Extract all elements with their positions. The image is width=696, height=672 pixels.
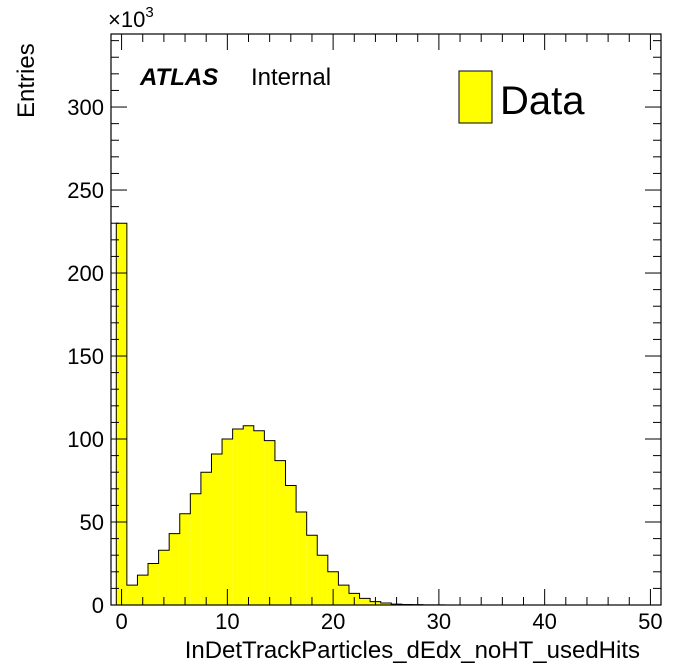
histogram-bin [190, 493, 201, 605]
atlas-label: ATLAS [139, 64, 218, 91]
y-tick-labels: 0 50 100 150 200 250 300 [67, 95, 104, 618]
x-tick-labels: 0 10 20 30 40 50 [115, 609, 662, 634]
x-tick-label: 10 [215, 609, 239, 634]
histogram-bin [222, 439, 233, 605]
histogram-bin [211, 453, 223, 605]
histogram-bin [243, 425, 254, 605]
histogram-bin [200, 472, 212, 605]
x-tick-label: 50 [638, 609, 662, 634]
x-tick-label: 40 [532, 609, 556, 634]
histogram-bin [116, 223, 127, 605]
x-tick-label: 0 [115, 609, 127, 634]
histogram-bin [253, 430, 265, 605]
y-axis-title: Entries [13, 43, 40, 118]
x-tick-label: 20 [321, 609, 345, 634]
histogram-bars [116, 223, 445, 605]
y-tick-label: 300 [67, 95, 104, 120]
y-tick-label: 250 [67, 178, 104, 203]
histogram-bin [137, 575, 149, 605]
histogram-bin [306, 535, 318, 605]
legend-entry-data: Data [500, 79, 585, 123]
histogram-bin [317, 555, 328, 605]
axis-ticks [111, 34, 661, 606]
x-tick-label: 30 [427, 609, 451, 634]
y-multiplier-label: ×103 [108, 4, 154, 32]
histogram-bin [296, 512, 307, 605]
histogram-bin [338, 585, 349, 605]
histogram-bin [327, 571, 339, 605]
histogram-bin [264, 440, 275, 605]
x-axis-title: InDetTrackParticles_dEdx_noHT_usedHits [185, 637, 640, 664]
y-tick-label: 150 [67, 344, 104, 369]
histogram-bin [285, 485, 297, 605]
legend-swatch [458, 70, 493, 124]
internal-label: Internal [251, 64, 331, 91]
histogram-bin [158, 550, 170, 605]
histogram-bin [169, 533, 180, 605]
y-tick-label: 200 [67, 261, 104, 286]
histogram-bin [274, 460, 286, 605]
plot-frame [110, 33, 662, 606]
histogram-bin [148, 563, 159, 605]
y-tick-label: 50 [80, 510, 104, 535]
histogram-bin [359, 598, 371, 605]
histogram-bin [126, 585, 138, 605]
y-tick-label: 100 [67, 427, 104, 452]
histogram-bin [380, 603, 392, 605]
y-tick-label: 0 [92, 593, 104, 618]
histogram-bin [232, 429, 244, 605]
histogram-bin [179, 513, 191, 605]
